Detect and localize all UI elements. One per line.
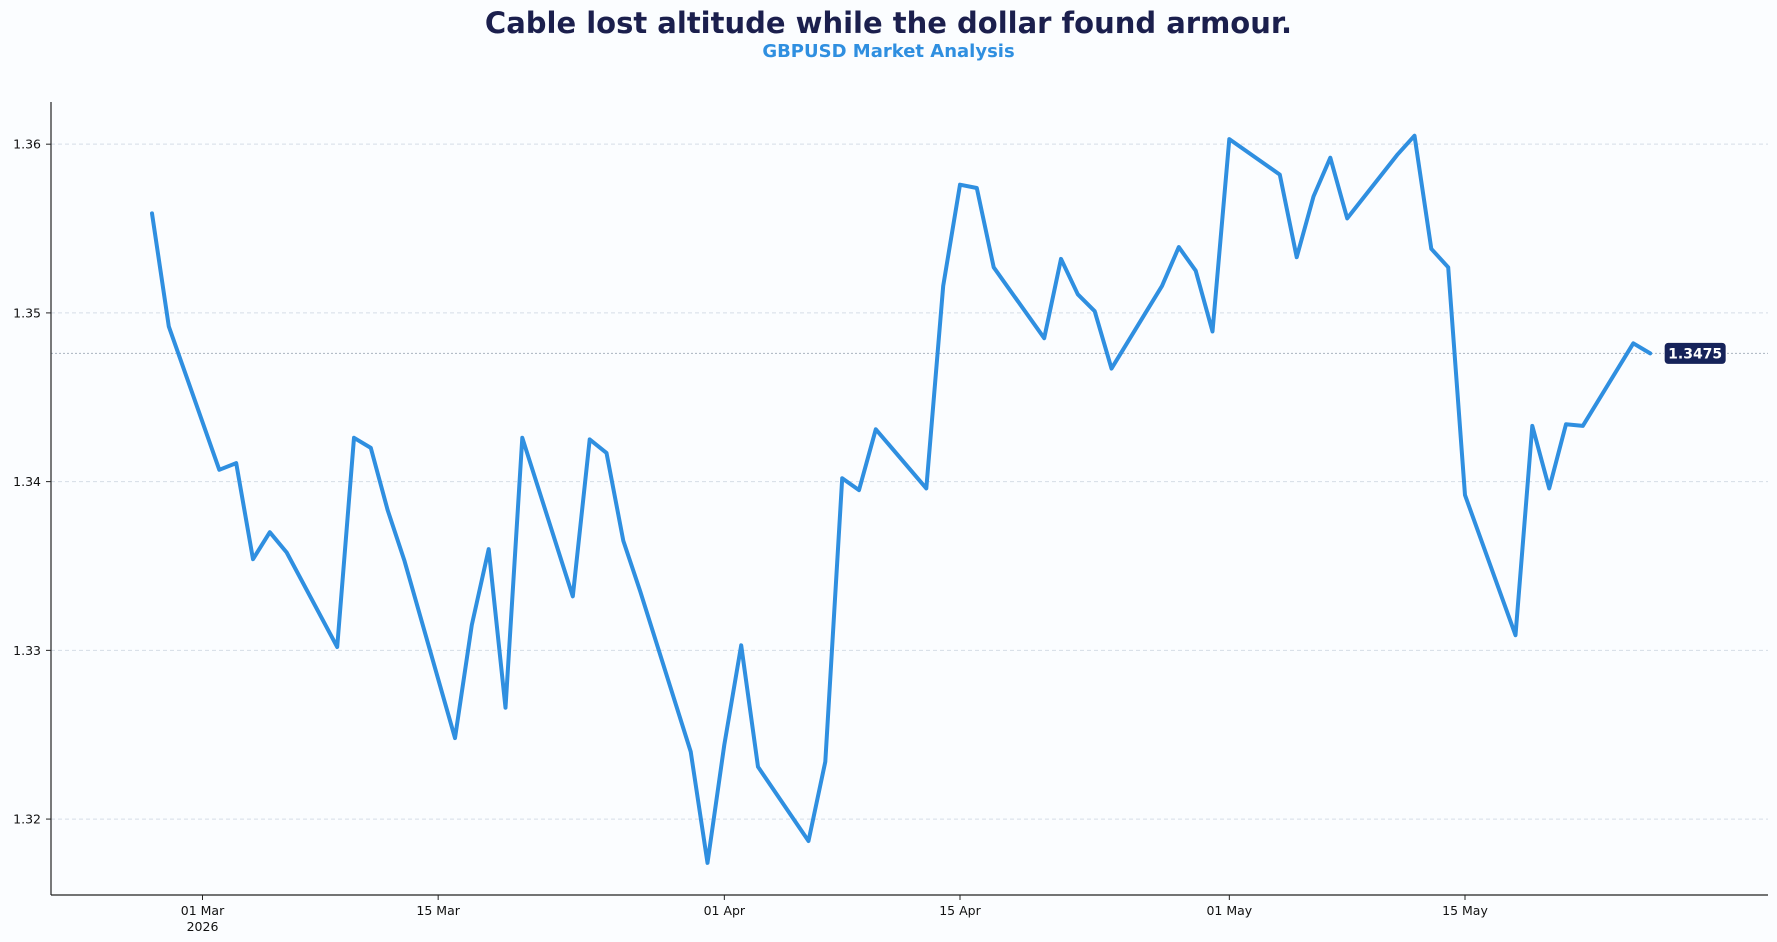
y-tick-label: 1.32	[13, 812, 41, 827]
grid-lines	[51, 143, 1768, 820]
x-tick-label: 15 May	[1442, 903, 1488, 918]
y-tick-label: 1.33	[13, 643, 41, 658]
chart-subtitle: GBPUSD Market Analysis	[762, 41, 1015, 62]
chart-title: Cable lost altitude while the dollar fou…	[484, 6, 1293, 40]
x-tick-label: 01 May	[1206, 903, 1252, 918]
last-value-badge	[1663, 341, 1727, 365]
x-tick-sublabel: 2026	[187, 919, 219, 934]
y-tick-label: 1.34	[13, 474, 41, 489]
series-layer	[150, 133, 1653, 865]
y-tick-label: 1.35	[13, 305, 41, 320]
last-value-label: 1.3475	[1668, 346, 1722, 362]
axes	[46, 102, 1768, 900]
last-value-layer: 1.3475	[1663, 341, 1727, 365]
y-tick-label: 1.36	[13, 137, 41, 152]
x-tick-label: 15 Apr	[939, 903, 981, 918]
x-tick-label: 01 Apr	[704, 903, 746, 918]
series-line	[150, 133, 1653, 865]
x-tick-label: 01 Mar	[181, 903, 225, 918]
x-tick-label: 15 Mar	[416, 903, 460, 918]
